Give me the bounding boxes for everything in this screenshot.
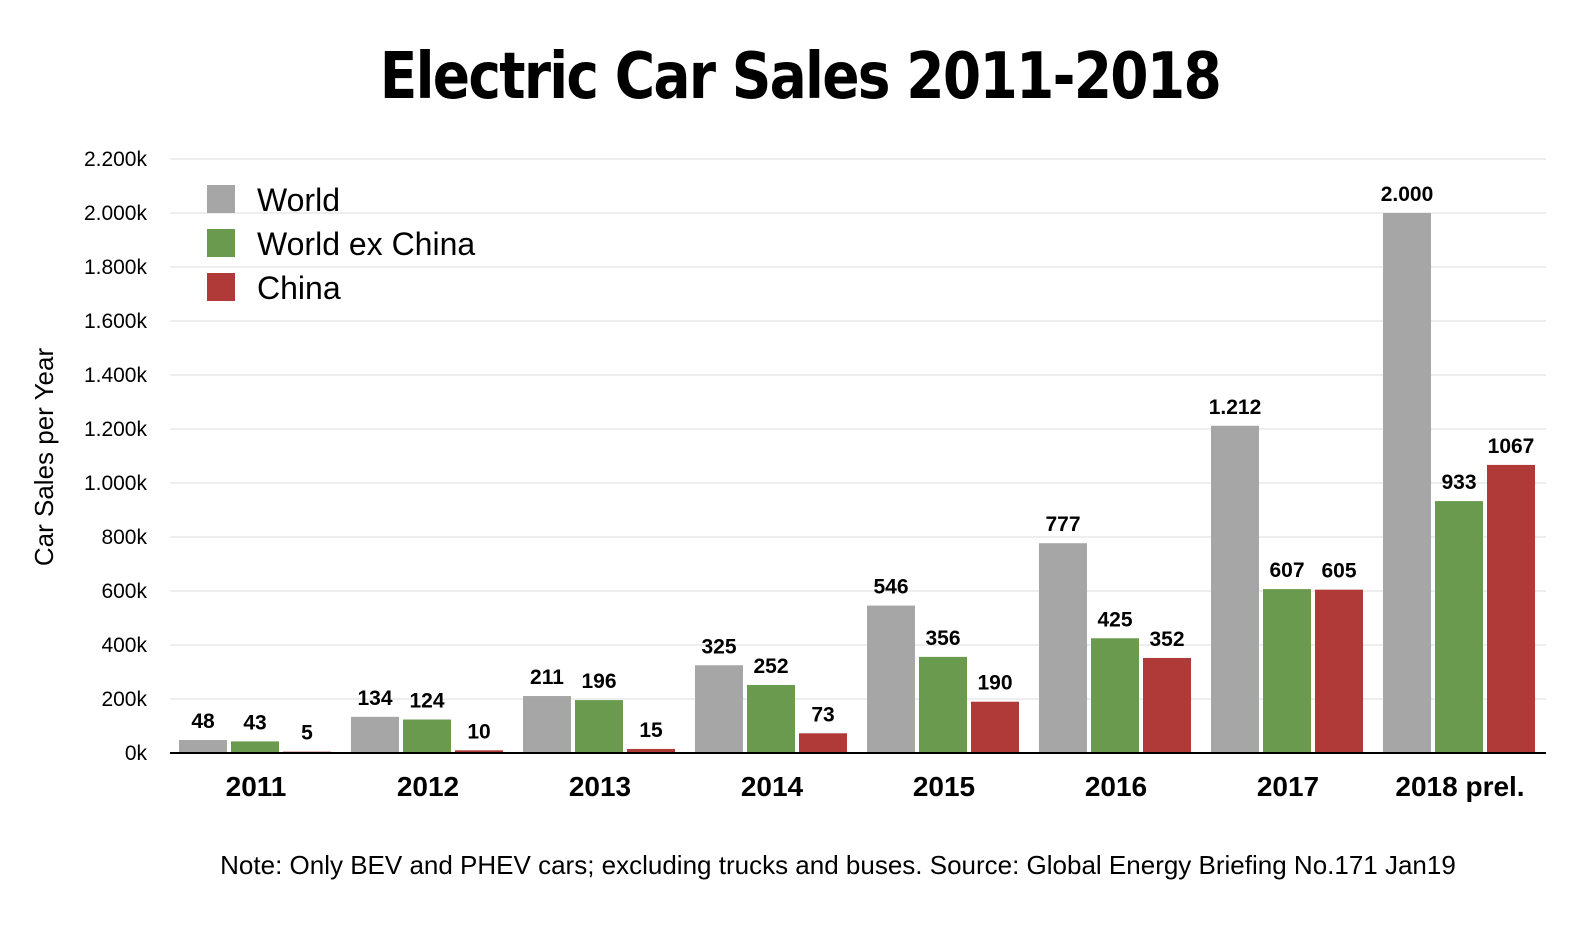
bar-world — [523, 696, 571, 753]
y-tick-label: 600k — [101, 580, 147, 603]
legend: World World ex China China — [207, 182, 475, 306]
data-label: 124 — [409, 690, 444, 713]
legend-label: World ex China — [257, 226, 475, 262]
gridlines — [170, 158, 1546, 700]
bar-china — [627, 748, 675, 753]
data-label: 605 — [1321, 560, 1356, 583]
y-tick-label: 200k — [101, 688, 147, 711]
data-label: 2.000 — [1381, 183, 1434, 206]
x-category-label: 2013 — [569, 771, 631, 802]
bar-world-ex-china — [575, 700, 623, 753]
data-label: 15 — [639, 719, 663, 742]
y-tick-label: 800k — [101, 526, 147, 549]
bar-china — [1487, 464, 1535, 753]
bar-china — [1143, 657, 1191, 753]
legend-swatch — [207, 229, 235, 257]
legend-swatch — [207, 273, 235, 301]
data-label: 352 — [1149, 628, 1184, 651]
data-label: 5 — [301, 722, 313, 745]
data-label: 134 — [357, 687, 392, 710]
y-axis-title: Car Sales per Year — [29, 348, 59, 567]
bar-world-ex-china — [747, 684, 795, 753]
x-category-label: 2018 prel. — [1395, 771, 1524, 802]
data-label: 252 — [753, 655, 788, 678]
data-label: 425 — [1097, 608, 1132, 631]
bar-china — [799, 733, 847, 753]
data-labels: 48 43 5 134 124 10 211 196 15 325 252 73 546 356 190 77… — [191, 183, 1534, 745]
x-category-label: 2016 — [1085, 771, 1147, 802]
data-label: 48 — [191, 710, 215, 733]
data-label: 546 — [873, 576, 908, 599]
chart-title: Electric Car Sales 2011-2018 — [379, 40, 1222, 114]
legend-swatch — [207, 185, 235, 213]
data-label: 1067 — [1488, 435, 1535, 458]
x-category-label: 2012 — [397, 771, 459, 802]
bar-world — [179, 740, 227, 753]
data-label: 10 — [467, 720, 490, 743]
x-category-label: 2011 — [226, 771, 287, 802]
y-tick-label: 1.400k — [84, 364, 148, 387]
data-label: 196 — [581, 670, 616, 693]
bar-world-ex-china — [919, 656, 967, 753]
data-label: 1.212 — [1209, 396, 1262, 419]
bar-china — [1315, 589, 1363, 753]
x-category-label: 2017 — [1257, 771, 1319, 802]
y-tick-label: 1.800k — [84, 256, 148, 279]
bar-world-ex-china — [1263, 589, 1311, 753]
data-label: 356 — [925, 627, 960, 650]
data-label: 190 — [977, 672, 1012, 695]
bar-china — [971, 701, 1019, 753]
y-axis-ticks: 0k 200k 400k 600k 800k 1.000k 1.200k 1.400k 1.60… — [84, 148, 148, 765]
bar-world — [1211, 425, 1259, 753]
bar-world-ex-china — [403, 719, 451, 753]
x-axis-categories: 2011 2012 2013 2014 2015 2016 2017 2018 prel. — [226, 771, 1525, 802]
y-tick-label: 2.200k — [84, 148, 148, 171]
data-label: 211 — [530, 666, 564, 689]
bar-world — [695, 665, 743, 753]
data-label: 607 — [1269, 559, 1304, 582]
data-label: 777 — [1045, 513, 1080, 536]
bar-world — [351, 716, 399, 753]
legend-label: World — [257, 182, 340, 218]
bar-world — [867, 605, 915, 753]
y-tick-label: 400k — [101, 634, 147, 657]
y-tick-label: 1.000k — [84, 472, 148, 495]
y-tick-label: 2.000k — [84, 202, 148, 225]
bar-world-ex-china — [231, 741, 279, 753]
bars — [179, 213, 1535, 753]
y-tick-label: 1.200k — [84, 418, 148, 441]
bar-world — [1039, 543, 1087, 753]
y-tick-label: 0k — [125, 742, 148, 765]
bar-world-ex-china — [1091, 638, 1139, 753]
legend-label: China — [257, 270, 341, 306]
x-category-label: 2015 — [913, 771, 975, 802]
data-label: 933 — [1441, 471, 1476, 494]
data-label: 43 — [243, 711, 266, 734]
data-label: 325 — [701, 635, 736, 658]
chart-note: Note: Only BEV and PHEV cars; excluding … — [220, 850, 1456, 880]
bar-world-ex-china — [1435, 501, 1483, 753]
x-category-label: 2014 — [741, 771, 804, 802]
bar-china — [455, 750, 503, 753]
y-tick-label: 1.600k — [84, 310, 148, 333]
data-label: 73 — [811, 703, 834, 726]
bar-world — [1383, 213, 1431, 753]
